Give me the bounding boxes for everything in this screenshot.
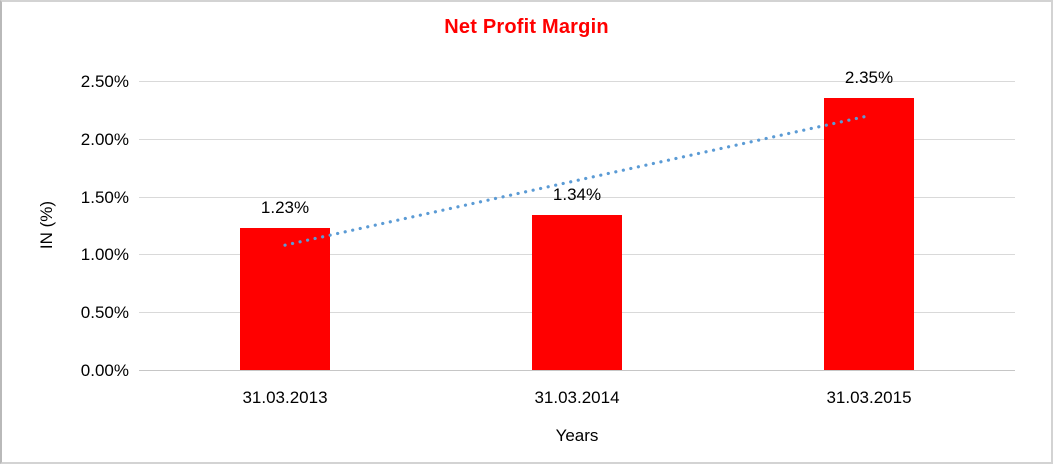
- y-tick-label: 2.00%: [80, 130, 129, 149]
- y-axis-title: IN (%): [37, 200, 56, 250]
- x-tick-label: 31.03.2014: [534, 388, 620, 407]
- x-axis-title: Years: [555, 426, 599, 445]
- y-tick-label: 0.00%: [80, 361, 129, 380]
- x-tick-label: 31.03.2013: [242, 388, 328, 407]
- bar: [240, 228, 330, 370]
- y-tick-label: 2.50%: [80, 72, 129, 91]
- y-tick-label: 1.00%: [80, 245, 129, 264]
- bar-value-label: 1.34%: [552, 185, 602, 204]
- y-tick-label: 1.50%: [80, 188, 129, 207]
- x-tick-label: 31.03.2015: [826, 388, 912, 407]
- x-axis-line: [139, 370, 1015, 371]
- bar-value-label: 1.23%: [260, 198, 310, 217]
- chart-title: Net Profit Margin: [444, 16, 609, 38]
- gridline: [139, 81, 1015, 82]
- bar-value-label: 2.35%: [844, 68, 894, 87]
- y-tick-label: 0.50%: [80, 303, 129, 322]
- bar: [824, 98, 914, 370]
- bar: [532, 215, 622, 370]
